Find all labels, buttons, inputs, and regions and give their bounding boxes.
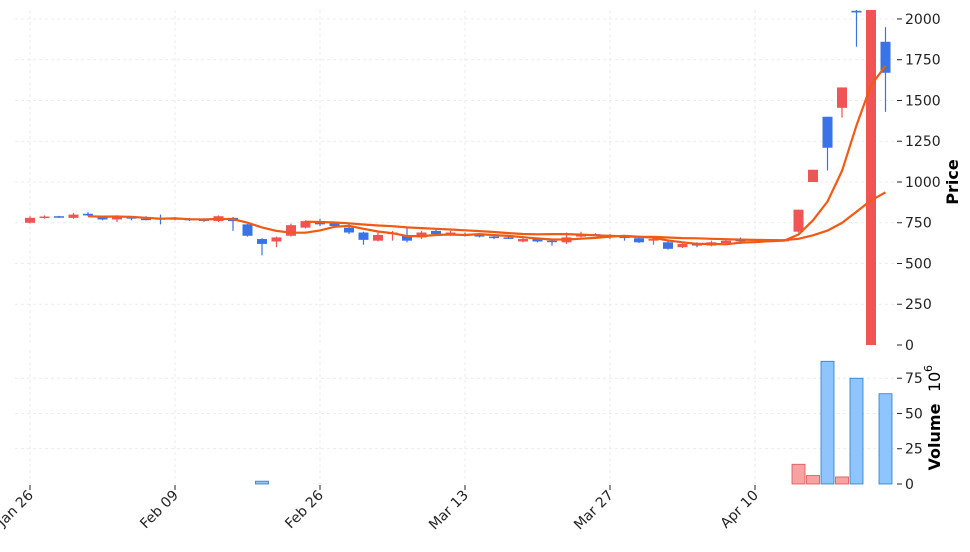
price-tick-label: 0 xyxy=(905,338,914,354)
volume-tick-label: 75 xyxy=(905,371,923,387)
candle-body xyxy=(808,169,818,182)
volume-scale-base: 10 xyxy=(925,372,944,392)
candle-body xyxy=(242,224,253,236)
date-tick-label: Mar 13 xyxy=(426,488,472,534)
candle-body xyxy=(83,213,93,216)
volume-bar xyxy=(849,377,864,485)
date-tick-label: Jan 26 xyxy=(0,487,37,530)
candle-body xyxy=(634,238,644,243)
candle-body xyxy=(315,221,325,225)
candle-body xyxy=(648,239,659,241)
volume-scale-label: 10 6 xyxy=(922,365,944,392)
candle-body xyxy=(373,234,383,241)
volume-grid xyxy=(15,350,895,484)
candle-body xyxy=(286,225,296,236)
candle-body xyxy=(866,10,876,345)
candle-body xyxy=(793,209,804,232)
price-tick-label: 2000 xyxy=(905,12,941,28)
date-axis: Jan 26 Feb 09 Feb 26 Mar 13 Mar 27 Apr 10 xyxy=(0,485,762,533)
date-tick-label: Mar 27 xyxy=(571,488,617,534)
volume-bar xyxy=(255,480,269,485)
price-tick-label: 250 xyxy=(905,297,932,313)
date-tick-label: Apr 10 xyxy=(718,488,762,532)
price-axis: 0 250 500 750 1000 1250 1500 1750 2000 xyxy=(897,12,941,354)
candle-body xyxy=(445,232,456,235)
candle-body xyxy=(402,235,412,241)
volume-bar xyxy=(791,463,806,485)
volume-bar xyxy=(806,475,820,485)
candle-body xyxy=(344,227,354,233)
candle-body xyxy=(547,240,557,243)
volume-bar xyxy=(820,360,835,485)
candle-body xyxy=(677,243,688,248)
volume-tick-label: 25 xyxy=(905,442,923,458)
candle-body xyxy=(663,242,673,249)
price-tick-label: 1250 xyxy=(905,134,941,150)
candle-body xyxy=(112,216,122,220)
candle-body xyxy=(329,223,340,226)
price-tick-label: 1000 xyxy=(905,175,941,191)
volume-tick-label: 50 xyxy=(905,406,923,422)
candle-body xyxy=(837,87,847,108)
price-tick-label: 1750 xyxy=(905,53,941,69)
candle-body xyxy=(271,237,282,242)
volume-bar xyxy=(835,476,849,485)
candle-body xyxy=(39,216,50,219)
price-axis-label: Price xyxy=(943,159,962,205)
price-tick-label: 500 xyxy=(905,256,932,272)
price-tick-label: 750 xyxy=(905,216,932,232)
candle-body xyxy=(416,232,427,238)
volume-tick-label: 0 xyxy=(905,477,914,493)
date-tick-label: Feb 09 xyxy=(137,488,182,533)
candle-body xyxy=(518,239,528,242)
volume-scale-exponent: 6 xyxy=(922,365,935,372)
candle-body xyxy=(257,239,267,244)
candle-body xyxy=(489,236,499,239)
candle-body xyxy=(97,216,108,220)
candle-body xyxy=(25,217,35,223)
candle-body xyxy=(300,221,311,228)
volume-axis-label: Volume xyxy=(925,403,944,470)
candle-body xyxy=(141,218,151,221)
candle-body xyxy=(822,116,833,148)
volume-axis: 0 25 50 75 xyxy=(897,371,923,493)
volume-bar xyxy=(878,393,893,485)
candle-body xyxy=(851,10,862,13)
ma-20-line xyxy=(305,191,887,242)
moving-average-lines xyxy=(87,65,887,246)
candles xyxy=(25,10,891,345)
candle-body xyxy=(431,230,441,235)
candle-body xyxy=(721,240,731,244)
candle-body xyxy=(503,237,514,239)
candle-body xyxy=(474,234,485,237)
price-grid xyxy=(15,10,895,345)
ma-5-line xyxy=(87,65,887,246)
candle-body xyxy=(358,232,369,240)
candle-body xyxy=(68,214,79,218)
candle-body xyxy=(880,41,891,73)
volume-bars xyxy=(255,360,893,485)
candle-body xyxy=(54,216,64,218)
candle-body xyxy=(532,239,543,242)
date-tick-label: Feb 26 xyxy=(282,487,327,532)
price-tick-label: 1500 xyxy=(905,93,941,109)
